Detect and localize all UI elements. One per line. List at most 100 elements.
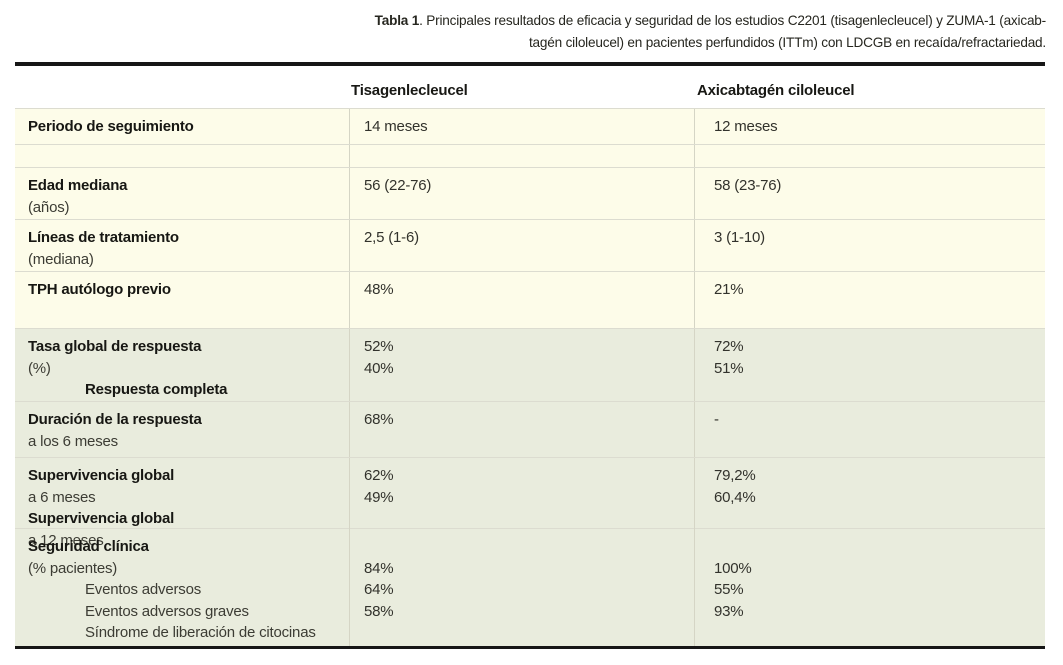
- label-text: (mediana): [28, 250, 94, 268]
- value-line: 100%: [714, 559, 752, 577]
- label-text-bold: Respuesta completa: [85, 381, 228, 398]
- row-label-cell: [15, 145, 349, 167]
- value-line: 84%: [364, 559, 394, 577]
- value-line: 56 (22-76): [364, 177, 432, 194]
- label-text-bold: Supervivencia global: [28, 510, 175, 527]
- row-label-cell: Duración de la respuesta a los 6 meses: [15, 402, 349, 457]
- row-label-line: Supervivencia global a 6 meses: [28, 465, 343, 508]
- value-line: -: [714, 411, 719, 428]
- row-label-cell: Líneas de tratamiento (mediana): [15, 220, 349, 271]
- label-text-bold: Periodo de seguimiento: [28, 118, 194, 135]
- tisagenlecleucel-value-cell: 52% 40%: [349, 329, 694, 401]
- value-line: 2,5 (1-6): [364, 229, 419, 246]
- table-title: Tabla 1. Principales resultados de efica…: [15, 10, 1047, 54]
- row-label-cell: Seguridad clínica (% pacientes) Eventos a…: [15, 529, 349, 646]
- value-line: 93%: [714, 602, 744, 620]
- axicabtagen-value-cell: 21%: [694, 272, 1045, 328]
- label-text: (% pacientes): [28, 559, 118, 577]
- header-empty-cell: [15, 84, 349, 91]
- results-table: Tisagenlecleucel Axicabtagén ciloleucel …: [15, 62, 1045, 649]
- value-line: 14 meses: [364, 118, 428, 135]
- axicabtagen-value-cell: 79,2% 60,4%: [694, 458, 1045, 551]
- row-label-line: Síndrome de liberación de citocinas: [28, 622, 343, 644]
- row-label-line: Eventos adversos: [28, 579, 343, 601]
- value-line: 62%: [364, 467, 394, 484]
- tisagenlecleucel-value-cell: [349, 145, 694, 167]
- label-text: a los 6 meses: [28, 432, 118, 450]
- value-line: 79,2%: [714, 467, 756, 484]
- tisagenlecleucel-value-cell: 62% 49%: [349, 458, 694, 551]
- value-line: 68%: [364, 411, 394, 428]
- row-label-line: Periodo de seguimiento: [28, 116, 343, 138]
- value-line: [364, 536, 694, 558]
- table-title-label: Tabla 1: [374, 13, 420, 28]
- table-row: Periodo de seguimiento 14 meses 12 meses: [15, 109, 1045, 144]
- value-line: 48%: [364, 281, 394, 298]
- row-label-cell: TPH autólogo previo: [15, 272, 349, 328]
- table-row: Edad mediana (años) 56 (22-76) 58 (23-76): [15, 167, 1045, 219]
- table-title-line1-text: . Principales resultados de eficacia y s…: [419, 13, 1046, 28]
- value-line: 40%: [364, 359, 394, 377]
- row-label-cell: Tasa global de respuesta (%) Respuesta co…: [15, 329, 349, 401]
- value-line: 12 meses: [714, 118, 778, 135]
- table-body: Periodo de seguimiento 14 meses 12 meses Ed…: [15, 109, 1045, 646]
- table-title-line1: Tabla 1. Principales resultados de efica…: [15, 10, 1047, 32]
- value-line: 58%: [364, 602, 394, 620]
- row-label-cell: Supervivencia global a 6 meses Superviven…: [15, 458, 349, 551]
- label-text-bold: Tasa global de respuesta: [28, 338, 202, 355]
- value-line: 51%: [714, 359, 744, 377]
- row-label-line: TPH autólogo previo: [28, 279, 343, 301]
- table-title-line2: tagén ciloleucel) en pacientes perfundid…: [528, 35, 1046, 50]
- value-line: 64%: [364, 581, 394, 598]
- table-row: Duración de la respuesta a los 6 meses 68…: [15, 401, 1045, 457]
- axicabtagen-value-cell: 58 (23-76): [694, 168, 1045, 219]
- axicabtagen-value-cell: [694, 145, 1045, 167]
- axicabtagen-value-cell: 100% 55% 93%: [694, 529, 1045, 646]
- label-text-bold: Edad mediana: [28, 177, 128, 194]
- label-text: (años): [28, 198, 70, 216]
- tisagenlecleucel-value-cell: 48%: [349, 272, 694, 328]
- value-line: 60,4%: [714, 488, 756, 506]
- axicabtagen-value-cell: -: [694, 402, 1045, 457]
- table-header-row: Tisagenlecleucel Axicabtagén ciloleucel: [15, 66, 1045, 109]
- axicabtagen-value-cell: 72% 51%: [694, 329, 1045, 401]
- value-line: 55%: [714, 581, 744, 598]
- row-label-line: Respuesta completa: [28, 379, 343, 401]
- table-row: [15, 144, 1045, 167]
- value-line: 21%: [714, 281, 744, 298]
- row-label-line: Supervivencia global a 12 meses: [28, 508, 343, 551]
- label-text-bold: Líneas de tratamiento: [28, 229, 179, 246]
- axicabtagen-value-cell: 12 meses: [694, 109, 1045, 144]
- label-text: Eventos adversos graves: [85, 602, 249, 620]
- label-text-bold: Seguridad clínica: [28, 538, 149, 555]
- tisagenlecleucel-value-cell: 68%: [349, 402, 694, 457]
- header-tisagenlecleucel: Tisagenlecleucel: [351, 81, 468, 99]
- label-text: a 12 meses: [28, 531, 104, 549]
- value-line: 52%: [364, 338, 394, 355]
- page: Tabla 1. Principales resultados de efica…: [0, 10, 1063, 649]
- row-label-cell: Periodo de seguimiento: [15, 109, 349, 144]
- label-text: a 6 meses: [28, 488, 96, 506]
- tisagenlecleucel-value-cell: 84% 64% 58%: [349, 529, 694, 646]
- value-line: 3 (1-10): [714, 229, 765, 246]
- label-text-bold: Supervivencia global: [28, 467, 175, 484]
- value-line: 58 (23-76): [714, 177, 782, 194]
- row-label-line: Eventos adversos graves: [28, 601, 343, 623]
- table-row: Tasa global de respuesta (%) Respuesta co…: [15, 328, 1045, 401]
- row-label-line: Seguridad clínica (% pacientes): [28, 536, 343, 579]
- label-text: Síndrome de liberación de citocinas: [85, 624, 316, 641]
- table-row: TPH autólogo previo 48% 21%: [15, 271, 1045, 328]
- row-label-line: Tasa global de respuesta (%): [28, 336, 343, 379]
- tisagenlecleucel-value-cell: 2,5 (1-6): [349, 220, 694, 271]
- label-text-bold: TPH autólogo previo: [28, 281, 171, 298]
- label-text-bold: Duración de la respuesta: [28, 411, 202, 428]
- value-line: [714, 536, 1045, 558]
- tisagenlecleucel-value-cell: 14 meses: [349, 109, 694, 144]
- value-line: 72%: [714, 338, 744, 355]
- header-axicabtagen-ciloleucel: Axicabtagén ciloleucel: [697, 81, 855, 99]
- row-label-cell: Edad mediana (años): [15, 168, 349, 219]
- tisagenlecleucel-value-cell: 56 (22-76): [349, 168, 694, 219]
- row-label-line: Duración de la respuesta a los 6 meses: [28, 409, 343, 452]
- row-label-line: Líneas de tratamiento (mediana): [28, 227, 343, 270]
- label-text: (%): [28, 359, 51, 377]
